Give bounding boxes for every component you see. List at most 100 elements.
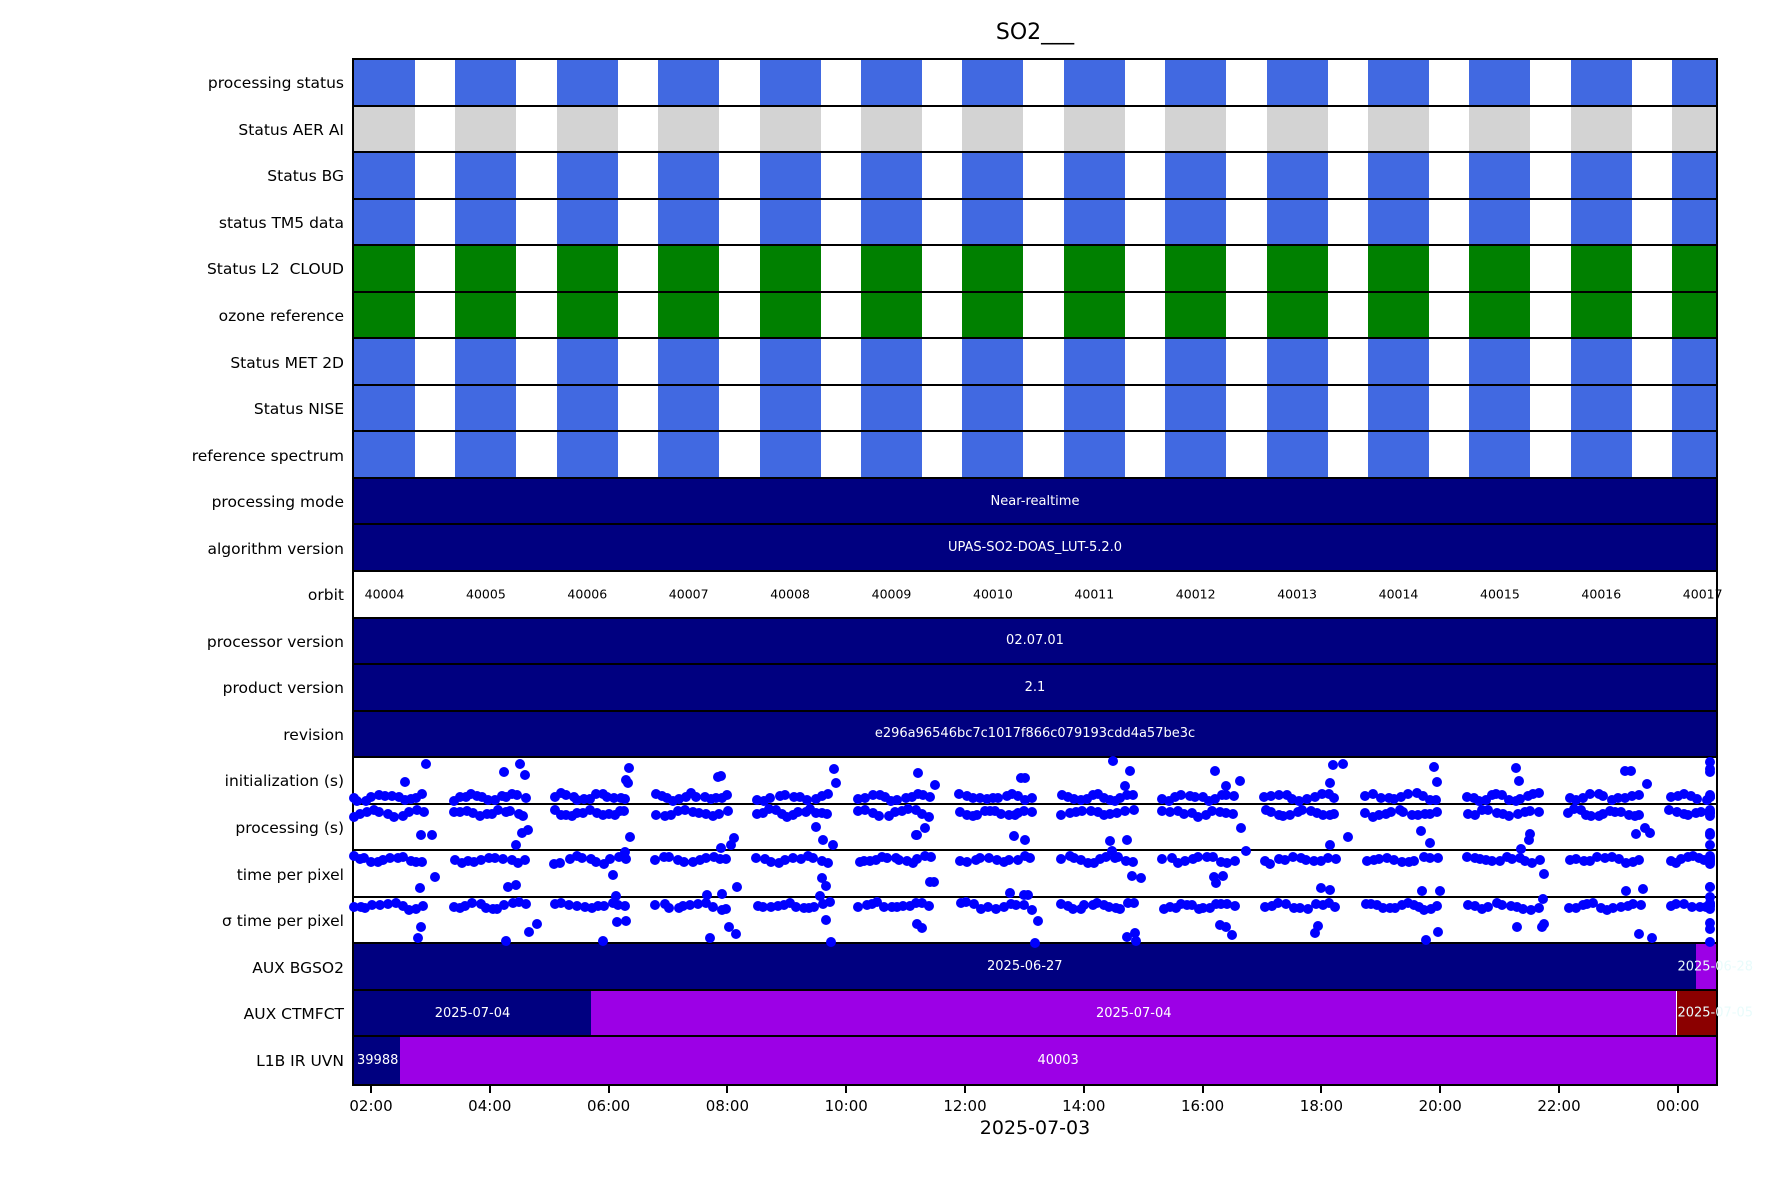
status-block	[962, 385, 1024, 431]
status-block	[556, 60, 618, 105]
scatter-dot	[1026, 793, 1037, 804]
scatter-dot	[886, 901, 897, 912]
scatter-dot	[455, 791, 466, 802]
scatter-dot	[379, 791, 390, 802]
status-block	[1672, 153, 1716, 198]
orbit-label: 40005	[466, 586, 506, 602]
scatter-dot	[1486, 855, 1497, 866]
scatter-dot	[725, 840, 736, 851]
scatter-dot	[1170, 791, 1181, 802]
scatter-dot	[1511, 921, 1522, 932]
scatter-dot	[1372, 900, 1383, 911]
scatter-dot	[1368, 811, 1379, 822]
scatter-dot	[1586, 811, 1597, 822]
scatter-dot	[699, 792, 710, 803]
scatter-dot	[982, 794, 993, 805]
scatter-dot	[810, 808, 821, 819]
scatter-dot	[1265, 858, 1276, 869]
scatter-dot	[454, 806, 465, 817]
scatter-dot	[1136, 873, 1147, 884]
scatter-dot	[1205, 903, 1216, 914]
scatter-dot	[1613, 793, 1624, 804]
scatter-dot	[577, 807, 588, 818]
scatter-dot	[796, 853, 807, 864]
scatter-dot	[1504, 794, 1515, 805]
scatter-dot	[852, 793, 863, 804]
scatter-dot	[1260, 856, 1271, 867]
scatter-dot	[514, 759, 525, 770]
scatter-dot	[793, 807, 804, 818]
scatter-dot	[1564, 854, 1575, 865]
scatter-dot	[460, 901, 471, 912]
scatter-dot	[716, 771, 727, 781]
scatter-dot	[892, 794, 903, 805]
scatter-dot	[1128, 805, 1139, 816]
scatter-dot	[1388, 854, 1399, 865]
scatter-dot	[723, 806, 734, 817]
scatter-dot	[1065, 808, 1076, 819]
scatter-dot	[731, 882, 742, 893]
scatter-dot	[1198, 903, 1209, 914]
row-label-processing-status: processing status	[207, 74, 344, 93]
scatter-dot	[1293, 796, 1304, 807]
row-label-time-per-pixel: time per pixel	[236, 865, 344, 884]
scatter-dot	[1366, 899, 1377, 910]
scatter-dot	[865, 856, 876, 867]
scatter-dot	[489, 852, 500, 863]
scatter-dot	[1537, 921, 1548, 932]
scatter-dot	[1209, 872, 1220, 883]
scatter-dot	[585, 854, 596, 865]
scatter-dot	[1273, 854, 1284, 865]
scatter-dot	[920, 822, 931, 833]
row-orbit: 40004 40005 40006 40007 40008 40009 40010 40011…	[354, 572, 1723, 619]
scatter-dot	[499, 766, 510, 777]
scatter-dot	[1310, 928, 1321, 939]
scatter-dot	[693, 899, 704, 910]
scatter-dot	[584, 804, 595, 815]
row-time-per-pixel	[354, 851, 1716, 898]
status-block	[861, 385, 922, 431]
x-tick-label: 08:00	[705, 1097, 750, 1115]
scatter-dot	[1518, 903, 1529, 914]
scatter-dot	[349, 902, 359, 913]
scatter-dot	[1424, 794, 1435, 805]
scatter-dot	[1329, 809, 1340, 820]
scatter-dot	[751, 853, 762, 864]
scatter-dot	[1294, 902, 1305, 913]
status-block	[354, 106, 415, 152]
scatter-dot	[1694, 902, 1705, 913]
scatter-dot	[1020, 834, 1031, 845]
scatter-dot	[680, 792, 691, 803]
scatter-dot	[658, 852, 669, 863]
status-block	[556, 339, 618, 384]
status-block	[1266, 339, 1328, 384]
scatter-dot	[723, 921, 734, 932]
status-block	[1063, 385, 1125, 431]
scatter-dot	[1079, 899, 1090, 910]
scatter-dot	[1533, 902, 1544, 913]
scatter-dot	[1631, 828, 1642, 839]
scatter-dot	[1533, 788, 1544, 799]
scatter-dot	[752, 901, 763, 912]
status-block	[1266, 106, 1328, 152]
scatter-dot	[523, 824, 534, 835]
scatter-dot	[1209, 766, 1220, 777]
scatter-dot	[868, 790, 879, 801]
scatter-dot	[1524, 829, 1535, 840]
orbit-label: 40015	[1480, 586, 1520, 602]
status-block	[861, 292, 922, 338]
scatter-dot	[852, 806, 863, 817]
scatter-dot	[1627, 899, 1638, 910]
scatter-dot	[1386, 807, 1397, 818]
scatter-dot	[463, 856, 474, 867]
scatter-dot	[366, 857, 377, 868]
scatter-dot	[1166, 853, 1177, 864]
scatter-dot	[679, 856, 690, 867]
scatter-dot	[1009, 830, 1020, 841]
scatter-dot	[1125, 765, 1136, 776]
scatter-dot	[1019, 806, 1030, 817]
row-label-status-l2-cloud: Status L2 CLOUD	[206, 260, 344, 279]
scatter-dot	[585, 794, 596, 805]
scatter-dot	[609, 809, 620, 820]
scatter-dot	[1343, 831, 1354, 842]
